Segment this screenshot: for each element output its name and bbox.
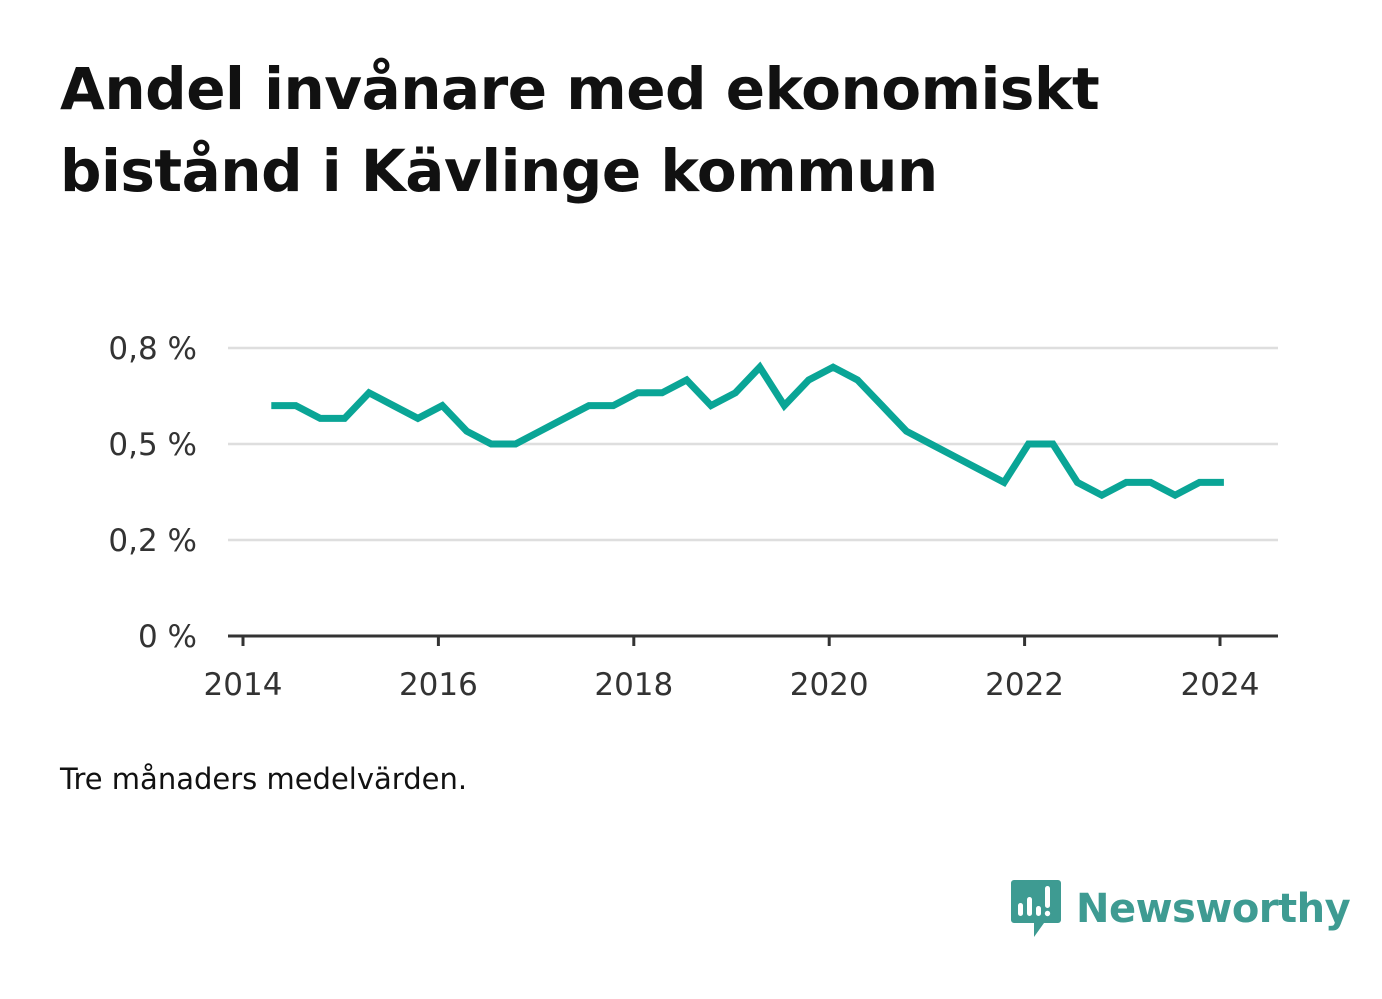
y-tick-label: 0,2 % [108, 523, 197, 559]
x-tick-label: 2020 [790, 667, 869, 703]
grid-lines [228, 346, 1278, 542]
brand-name: Newsworthy [1076, 886, 1351, 932]
y-tick-label: 0 % [138, 619, 197, 655]
series-line [271, 361, 1224, 500]
chart-title: Andel invånare med ekonomiskt bistånd i … [60, 55, 1100, 205]
y-axis-labels: 0 % 0,2 % 0,5 % 0,8 % [108, 331, 197, 655]
y-tick-label: 0,5 % [108, 427, 197, 463]
brand-logo[interactable]: Newsworthy [1010, 878, 1351, 940]
x-tick-label: 2024 [1181, 667, 1260, 703]
x-tick-label: 2016 [399, 667, 478, 703]
bar-chart-speech-bubble-icon [1011, 880, 1061, 937]
x-axis-labels: 2014 2016 2018 2020 2022 2024 [204, 667, 1260, 703]
x-tick-label: 2018 [594, 667, 673, 703]
series-line-group [271, 361, 1224, 500]
x-tick-label: 2014 [204, 667, 283, 703]
x-axis [228, 634, 1278, 646]
y-tick-label: 0,8 % [108, 331, 197, 367]
chart-note: Tre månaders medelvärden. [60, 762, 468, 796]
x-tick-label: 2022 [985, 667, 1064, 703]
